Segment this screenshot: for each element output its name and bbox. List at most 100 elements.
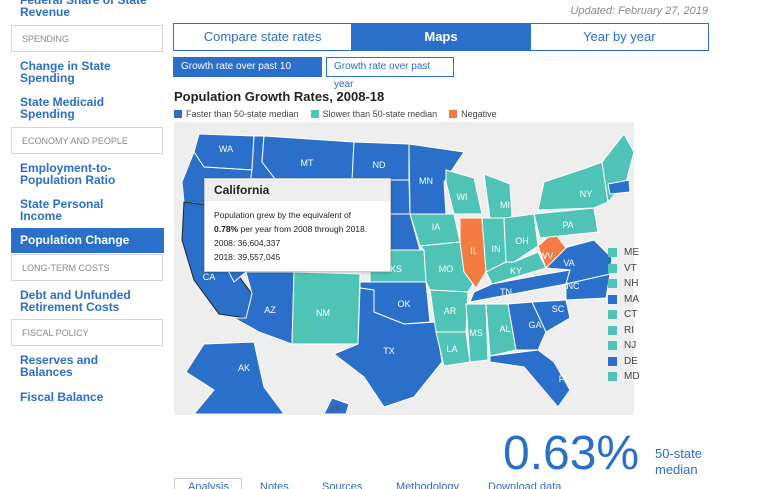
- view-tabs: Compare state rates Maps Year by year: [173, 23, 709, 51]
- state-label-ks: KS: [390, 264, 402, 274]
- legend-swatch-faster: [174, 110, 182, 118]
- small-state-md[interactable]: MD: [608, 369, 640, 385]
- small-state-swatch: [608, 294, 617, 304]
- state-label-mi: MI: [500, 200, 510, 210]
- tab-year-by-year[interactable]: Year by year: [583, 29, 656, 44]
- median-label-line1: 50-state: [655, 446, 702, 461]
- legend-swatch-slower: [310, 110, 319, 118]
- sidebar-link-federal-share[interactable]: Federal Share of State Revenue: [20, 0, 147, 19]
- tab-analysis[interactable]: [174, 478, 242, 489]
- legend-faster: Faster than 50-state median: [174, 109, 299, 119]
- sidebar-link-income[interactable]: State Personal Income: [20, 197, 104, 223]
- tab-maps[interactable]: Maps: [352, 24, 531, 50]
- state-label-az: AZ: [264, 305, 276, 315]
- sidebar-link-employment[interactable]: Employment-to-Population Ratio: [20, 161, 116, 187]
- sidebar-link-reserves[interactable]: Reserves and Balances: [20, 353, 99, 379]
- tooltip-rate: 0.78%: [214, 224, 239, 234]
- sidebar-link-medicaid[interactable]: State Medicaid Spending: [20, 95, 105, 121]
- state-ga[interactable]: [507, 301, 547, 351]
- tab-compare-state-rates[interactable]: Compare state rates: [174, 24, 353, 50]
- state-label-il: IL: [470, 246, 478, 256]
- sidebar-link-population[interactable]: Population Change: [11, 228, 164, 253]
- state-label-ia: IA: [432, 222, 441, 232]
- sidebar-link-change-spending[interactable]: Change in State Spending: [20, 59, 111, 85]
- state-wi[interactable]: [445, 169, 483, 215]
- tab-notes[interactable]: Notes: [260, 481, 289, 489]
- state-label-in: IN: [492, 244, 501, 254]
- state-pa[interactable]: [533, 207, 599, 239]
- tab-analysis-label[interactable]: Analysis: [188, 481, 229, 489]
- state-oh[interactable]: [503, 213, 539, 263]
- small-state-nj[interactable]: NJ: [608, 338, 640, 354]
- small-state-label: NJ: [624, 340, 637, 352]
- subtab-past-year-growth[interactable]: Growth rate over past year: [326, 57, 454, 90]
- sidebar-link-debt[interactable]: Debt and Unfunded Retirement Costs: [20, 288, 131, 314]
- state-mi[interactable]: [483, 173, 513, 219]
- state-label-fl: FL: [559, 374, 570, 384]
- median-value: 0.63%: [503, 427, 640, 480]
- state-label-ms: MS: [469, 328, 483, 338]
- small-state-label: NH: [624, 278, 639, 290]
- sidebar-category-spending: SPENDING: [11, 25, 163, 52]
- small-state-vt[interactable]: VT: [608, 261, 640, 277]
- small-state-ma[interactable]: MA: [608, 292, 640, 308]
- tab-sources[interactable]: Sources: [322, 481, 363, 489]
- tab-download-data[interactable]: Download data: [488, 481, 562, 489]
- state-ak[interactable]: [185, 341, 285, 415]
- state-ny[interactable]: [537, 161, 609, 211]
- tooltip-line2: 0.78% per year from 2008 through 2018.: [214, 222, 381, 236]
- small-state-swatch: [608, 263, 617, 273]
- tooltip-state-name: California: [205, 179, 390, 201]
- state-sc[interactable]: [531, 299, 571, 333]
- legend-negative: Negative: [449, 109, 497, 119]
- state-label-pa: PA: [562, 220, 573, 230]
- small-state-swatch: [608, 310, 617, 320]
- sidebar-link-fiscal-balance[interactable]: Fiscal Balance: [20, 390, 104, 404]
- state-label-hi: HI: [332, 403, 341, 413]
- state-label-wa: WA: [219, 144, 233, 154]
- state-label-nd: ND: [373, 160, 386, 170]
- state-label-oh: OH: [515, 236, 529, 246]
- state-label-al: AL: [499, 324, 510, 334]
- small-state-label: DE: [624, 355, 638, 367]
- small-state-nh[interactable]: NH: [608, 276, 640, 292]
- state-label-wi: WI: [457, 192, 468, 202]
- small-state-label: ME: [624, 247, 639, 259]
- small-state-label: MD: [624, 371, 640, 383]
- state-hi[interactable]: [323, 397, 350, 415]
- small-states-legend: ME VT NH MA CT RI NJ DE MD: [608, 245, 640, 385]
- tab-methodology[interactable]: Methodology: [396, 481, 459, 489]
- small-state-ct[interactable]: CT: [608, 307, 640, 323]
- sidebar: Federal Share of State Revenue SPENDING …: [0, 0, 165, 489]
- legend-swatch-negative: [449, 110, 458, 118]
- state-tx[interactable]: [333, 287, 443, 408]
- state-fl[interactable]: [489, 349, 571, 408]
- state-label-ak: AK: [238, 363, 250, 373]
- small-state-swatch: [608, 325, 617, 335]
- small-state-label: CT: [624, 309, 638, 321]
- map-title: Population Growth Rates, 2008-18: [174, 89, 385, 104]
- median-label: 50-state median: [655, 446, 702, 478]
- state-ma[interactable]: [607, 179, 631, 195]
- tooltip-line2-text: per year from 2008 through 2018.: [240, 224, 368, 234]
- state-ms[interactable]: [465, 303, 489, 363]
- state-nm[interactable]: [291, 271, 361, 345]
- state-label-sc: SC: [552, 304, 565, 314]
- state-tooltip: California Population grew by the equiva…: [204, 178, 391, 272]
- state-mn[interactable]: [408, 143, 465, 215]
- subtab-ten-year-growth[interactable]: Growth rate over past 10 years: [173, 57, 322, 90]
- state-label-tx: TX: [383, 346, 395, 356]
- tooltip-body: Population grew by the equivalent of 0.7…: [205, 201, 390, 271]
- state-label-va: VA: [563, 258, 574, 268]
- state-label-tn: TN: [500, 287, 512, 297]
- sidebar-category-long-term: LONG-TERM COSTS: [11, 254, 163, 281]
- sidebar-category-fiscal: FISCAL POLICY: [11, 319, 163, 346]
- small-state-swatch: [608, 341, 617, 351]
- small-state-me[interactable]: ME: [608, 245, 640, 261]
- tooltip-line1: Population grew by the equivalent of: [214, 210, 352, 220]
- state-label-ca: CA: [203, 272, 216, 282]
- small-state-swatch: [608, 356, 617, 366]
- small-state-de[interactable]: DE: [608, 354, 640, 370]
- small-state-ri[interactable]: RI: [608, 323, 640, 339]
- map-legend: Faster than 50-state median Slower than …: [174, 109, 497, 119]
